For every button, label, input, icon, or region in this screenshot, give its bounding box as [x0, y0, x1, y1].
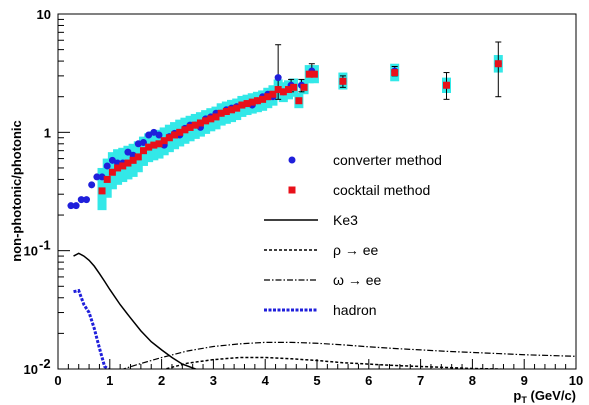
y-tick-label: 1 [44, 125, 51, 140]
cocktail-point [139, 147, 147, 155]
cocktail-point [196, 119, 204, 127]
cocktail-point [171, 131, 179, 139]
x-tick-label: 2 [158, 373, 165, 388]
cocktail-point [202, 117, 210, 125]
converter-point [155, 131, 163, 139]
cocktail-point [222, 107, 230, 115]
curve-ke3 [73, 252, 198, 369]
legend: converter method cocktail method Ke3 ρ → ee… [264, 152, 442, 318]
curve--ee [121, 341, 576, 369]
y-tick-label: 10 [37, 7, 51, 22]
x-tick-label: 1 [106, 373, 113, 388]
cocktail-point [181, 126, 189, 134]
cocktail-point [248, 98, 256, 106]
curve-hadron [73, 288, 162, 369]
converter-point [88, 181, 96, 189]
legend-label: ω → ee [333, 272, 381, 288]
cocktail-point [207, 115, 215, 123]
x-tick-label: 3 [210, 373, 217, 388]
cocktail-point [150, 141, 158, 149]
cocktail-point [114, 164, 122, 172]
x-axis-title-rest: (GeV/c) [527, 388, 576, 403]
y-axis-title: non-photonic/photonic [9, 120, 24, 262]
cocktail-point [279, 88, 287, 96]
cocktail-point [300, 83, 308, 91]
converter-point [93, 173, 101, 181]
cocktail-curves [73, 252, 576, 369]
cocktail-point [274, 86, 282, 94]
legend-label: cocktail method [333, 182, 430, 198]
cocktail-point [243, 100, 251, 108]
legend-label: converter method [333, 152, 442, 168]
cocktail-point [494, 60, 502, 68]
y-tick-exponent: -2 [39, 356, 51, 371]
cocktail-point [295, 97, 303, 105]
x-tick-label: 8 [469, 373, 476, 388]
cocktail-point [305, 70, 313, 78]
cocktail-point [191, 121, 199, 129]
cocktail-point [129, 156, 137, 164]
cocktail-point [186, 123, 194, 131]
cocktail-point [176, 128, 184, 136]
cocktail-point [160, 137, 168, 145]
converter-point [108, 156, 116, 164]
y-tick-exponent: -1 [39, 238, 51, 253]
cocktail-point [134, 153, 142, 161]
converter-point [72, 202, 80, 210]
x-tick-label: 9 [521, 373, 528, 388]
converter-point [124, 148, 132, 156]
cocktail-point [165, 134, 173, 142]
x-tick-label: 5 [313, 373, 320, 388]
x-axis-title-main: p [513, 388, 521, 403]
legend-marker-circle [288, 156, 296, 164]
cocktail-point [155, 140, 163, 148]
legend-label: ρ → ee [333, 242, 379, 258]
cocktail-point [98, 187, 106, 195]
y-tick-label: 10 [24, 244, 38, 259]
cocktail-point [212, 113, 220, 121]
cocktail-point [339, 77, 347, 85]
x-axis: 0 1 2 3 4 5 6 7 8 9 10 [54, 359, 583, 388]
converter-point [274, 74, 282, 82]
cocktail-point [391, 69, 399, 77]
converter-point [82, 196, 90, 204]
cocktail-point [124, 159, 132, 167]
x-tick-label: 7 [417, 373, 424, 388]
cocktail-point [259, 95, 267, 103]
x-axis-title: pT (GeV/c) [513, 388, 576, 405]
x-tick-label: 4 [262, 373, 270, 388]
converter-point [67, 202, 75, 210]
x-tick-label: 10 [569, 373, 583, 388]
legend-label: Ke3 [333, 212, 358, 228]
data-markers [67, 60, 502, 210]
cocktail-point [108, 168, 116, 176]
x-tick-label: 6 [365, 373, 372, 388]
cocktail-point [238, 101, 246, 109]
converter-point [103, 162, 111, 170]
curve--ee [162, 356, 517, 369]
cocktail-point [290, 83, 298, 91]
cocktail-point [285, 86, 293, 94]
cocktail-point [264, 93, 272, 101]
converter-point [145, 131, 153, 139]
legend-marker-square [288, 186, 296, 194]
cocktail-point [145, 143, 153, 151]
y-tick-label: 10 [24, 362, 38, 377]
cocktail-point [233, 104, 241, 112]
cocktail-point [269, 90, 277, 98]
cocktail-point [119, 162, 127, 170]
cocktail-point [310, 70, 318, 78]
cocktail-point [217, 109, 225, 117]
legend-label: hadron [333, 302, 377, 318]
converter-point [77, 196, 85, 204]
x-tick-label: 0 [54, 373, 61, 388]
x-axis-title-sub: T [521, 395, 527, 405]
converter-point [150, 128, 158, 136]
cocktail-point [228, 106, 236, 114]
cocktail-point [253, 97, 261, 105]
cocktail-point [103, 175, 111, 183]
cocktail-point [443, 81, 450, 89]
